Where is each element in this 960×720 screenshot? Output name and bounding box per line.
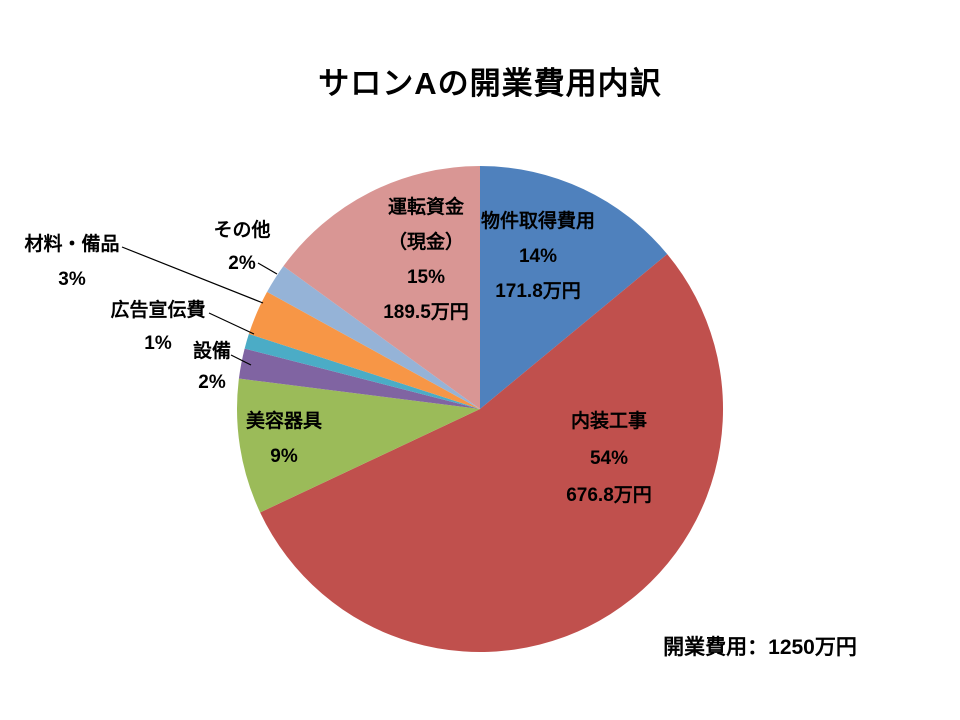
slice-label-interior-work: 内装工事 54% 676.8万円 <box>514 403 704 514</box>
chart-title: サロンAの開業費用内訳 <box>318 66 662 101</box>
leader-line-others <box>257 262 278 275</box>
label-line: 広告宣伝費 <box>110 300 206 321</box>
leader-lines-group <box>121 246 278 366</box>
label-line: 1% <box>144 333 172 354</box>
label-line: 15% <box>406 267 446 288</box>
slice-label-equipment: 設備 2% <box>137 336 287 398</box>
pie-slice-6 <box>248 291 480 409</box>
leader-line-advertising <box>208 312 255 335</box>
label-line: 14% <box>518 246 558 267</box>
pie-slice-2 <box>260 254 724 653</box>
slice-label-property-acquisition: 物件取得費用 14% 171.8万円 <box>443 204 633 309</box>
slice-label-materials-supplies: 材料・備品 3% <box>0 227 147 297</box>
label-line: 2% <box>228 253 256 274</box>
label-line: 設備 <box>192 341 231 362</box>
label-line: 内装工事 <box>570 411 647 432</box>
pie-slice-7 <box>267 266 480 409</box>
pie-slice-8 <box>283 166 480 409</box>
label-line: 物件取得費用 <box>480 211 595 232</box>
slice-label-others: その他 2% <box>167 214 317 280</box>
label-line: 2% <box>198 372 226 393</box>
label-line: 9% <box>270 446 298 467</box>
label-line: その他 <box>213 220 271 241</box>
leader-line-equipment <box>230 354 252 366</box>
label-line: 3% <box>58 269 86 290</box>
slice-label-beauty-equipment: 美容器具 9% <box>189 404 379 474</box>
slice-label-advertising: 広告宣伝費 1% <box>83 294 233 360</box>
label-line: 189.5万円 <box>383 302 469 323</box>
label-line: 54% <box>589 448 629 469</box>
leader-line-materials <box>121 246 264 304</box>
pie-slice-5 <box>244 333 480 409</box>
pie-slice-1 <box>480 166 668 409</box>
label-line: 運転資金 <box>387 197 464 218</box>
pie-slice-4 <box>238 348 480 409</box>
label-line: 材料・備品 <box>24 234 120 255</box>
slice-label-working-capital: 運転資金 （現金） 15% 189.5万円 <box>331 190 521 330</box>
label-line: 676.8万円 <box>566 485 652 506</box>
label-line: 171.8万円 <box>495 281 581 302</box>
label-line: （現金） <box>387 232 464 253</box>
label-line: 美容器具 <box>245 411 322 432</box>
pie-slices-group <box>237 166 724 653</box>
total-cost-label: 開業費用：1250万円 <box>663 636 857 659</box>
pie-slice-3 <box>237 378 480 513</box>
